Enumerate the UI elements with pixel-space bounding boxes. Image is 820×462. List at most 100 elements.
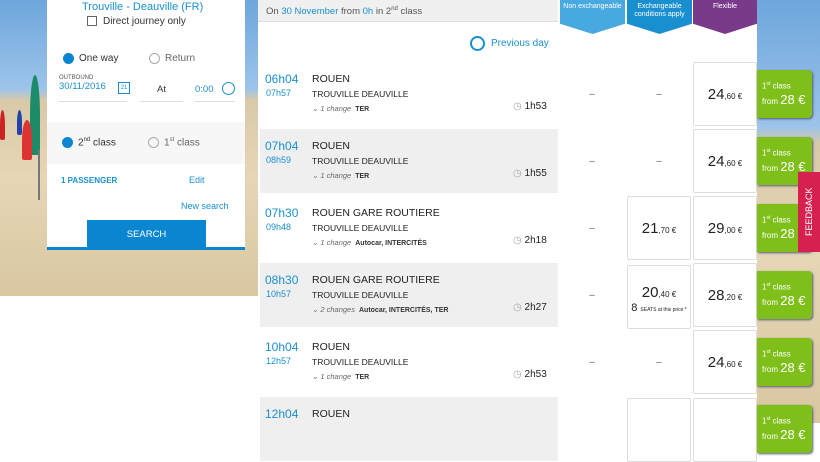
price-integer: 28 [707,287,725,304]
first-class-sup: st [766,349,771,355]
price-decimal: ,00 € [724,226,743,235]
edit-passengers-link[interactable]: Edit [189,175,205,185]
first-class-num: 1 [762,148,767,158]
exchangeable-empty: – [656,156,662,167]
feedback-tab[interactable]: FEEDBACK [798,172,820,252]
hdr-from: from [341,6,360,18]
origin-station: ROUEN [312,341,350,353]
return-radio[interactable]: Return [149,53,195,64]
search-button[interactable]: SEARCH [87,220,206,250]
first-class-upsell[interactable]: 1st class from 28 € [757,405,812,453]
first-class-radio[interactable]: 1st class [148,137,200,148]
exchangeable-empty: – [656,89,662,100]
form-bottom-border [47,247,245,250]
price-integer: 20 [641,284,659,301]
duration-value: 2h27 [524,302,547,313]
journey-row[interactable]: 12h04 ROUEN [260,397,558,461]
outbound-label: OUTBOUND [59,75,94,81]
non-exchangeable-empty: – [589,357,595,368]
class2-sup: nd [83,137,91,143]
seats-left: 8 SEATS at this price * [631,302,687,314]
journey-row[interactable]: 08h30 10h57 ROUEN GARE ROUTIERE TROUVILLE D… [260,263,558,327]
journey-row[interactable]: 06h04 07h57 ROUEN TROUVILLE DEAUVILLE ⌄ 1 ch… [260,62,558,126]
outbound-date-field[interactable]: OUTBOUND 30/11/2016 21 [59,75,130,102]
non-exchangeable-empty: – [589,89,595,100]
duration: ◷ 1h55 [513,168,547,179]
hdr-classword: class [400,6,423,18]
changes-toggle[interactable]: ⌄ 2 changes Autocar, INTERCITÉS, TER [312,305,449,314]
hdr-class: 2 [385,6,392,18]
price-integer: 21 [641,220,659,237]
first-class-sup: st [766,215,771,221]
departure-time: 07h30 [265,206,299,220]
price-card[interactable]: 24,60 € [693,62,757,126]
calendar-icon[interactable]: 21 [118,82,130,94]
price-decimal: ,60 € [724,360,743,369]
umbrella [22,120,32,160]
class1-num: 1 [164,137,170,149]
destination-station: TROUVILLE DEAUVILLE [312,156,409,166]
price-card[interactable]: 24,60 € [693,129,757,193]
tab-exchangeable[interactable]: Exchangeable conditions apply [627,0,692,34]
duration-value: 1h55 [524,168,547,179]
time-field[interactable]: 0:00 [195,80,235,102]
price-card[interactable] [627,398,691,462]
non-exchangeable-empty: – [589,290,595,301]
journey-row[interactable]: 10h04 12h57 ROUEN TROUVILLE DEAUVILLE ⌄ 1 ch… [260,330,558,394]
duration: ◷ 2h53 [513,369,547,380]
first-class-num: 1 [762,349,767,359]
one-way-radio[interactable]: One way [63,53,118,64]
first-class-from: from [762,96,781,106]
class-section [47,122,245,164]
changes-toggle[interactable]: ⌄ 1 change TER [312,171,370,180]
arrival-time: 12h57 [266,356,292,366]
price-card[interactable] [693,398,757,462]
tab-flexible[interactable]: Flexible [693,0,757,34]
first-class-upsell[interactable]: 1st class from 28 € [757,338,812,386]
route-field[interactable]: Trouville - Deauville (FR) [82,1,204,13]
price-integer: 24 [707,354,725,371]
price-card[interactable]: 24,60 € [693,330,757,394]
first-class-upsell[interactable]: 1st class from 28 € [757,70,812,118]
non-exchangeable-empty: – [589,156,595,167]
umbrella [30,75,40,155]
price-card[interactable]: 28,20 € [693,263,757,327]
first-class-upsell[interactable]: 1st class from 28 € [757,137,812,185]
price-card[interactable]: 29,00 € [693,196,757,260]
tab-non-exchangeable[interactable]: Non exchangeable [560,0,625,34]
journey-row[interactable]: 07h30 09h48 ROUEN GARE ROUTIERE TROUVILLE D… [260,196,558,260]
first-class-word: class [770,148,791,158]
changes-toggle[interactable]: ⌄ 1 change TER [312,372,370,381]
changes-toggle[interactable]: ⌄ 1 change TER [312,104,370,113]
transport-modes: TER [355,374,370,381]
destination-station: TROUVILLE DEAUVILLE [312,290,409,300]
arrival-time: 09h48 [266,222,292,232]
departure-time: 12h04 [265,407,299,421]
transport-modes: Autocar, INTERCITÉS [355,240,427,247]
first-class-from: from [762,163,781,173]
origin-station: ROUEN GARE ROUTIERE [312,207,440,219]
price-card[interactable]: 20,40 € 8 SEATS at this price * [627,265,691,329]
first-class-num: 1 [762,416,767,426]
clock-icon: ◷ [513,302,525,313]
at-select[interactable]: At [140,80,183,102]
duration: ◷ 2h27 [513,302,547,313]
first-class-from: from [762,297,781,307]
changes-toggle[interactable]: ⌄ 1 change Autocar, INTERCITÉS [312,238,427,247]
second-class-radio[interactable]: 2nd class [62,137,116,148]
seats-text: SEATS at this price * [640,307,687,313]
first-class-upsell[interactable]: 1st class from 28 € [757,271,812,319]
new-search-link[interactable]: New search [181,201,229,211]
first-class-word: class [770,349,791,359]
direct-journey-checkbox[interactable]: Direct journey only [87,16,186,27]
price-card[interactable]: 21,70 € [627,196,691,260]
search-form: Trouville - Deauville (FR) Direct journe… [47,0,245,250]
class2-num: 2 [78,137,84,149]
hdr-time: 0h [362,6,374,18]
clock-icon: ◷ [513,101,525,112]
departure-time: 07h04 [265,139,299,153]
previous-day-link[interactable]: Previous day [470,36,549,51]
journey-row[interactable]: 07h04 08h59 ROUEN TROUVILLE DEAUVILLE ⌄ 1 ch… [260,129,558,193]
first-class-sup: st [766,81,771,87]
umbrella [0,110,5,140]
